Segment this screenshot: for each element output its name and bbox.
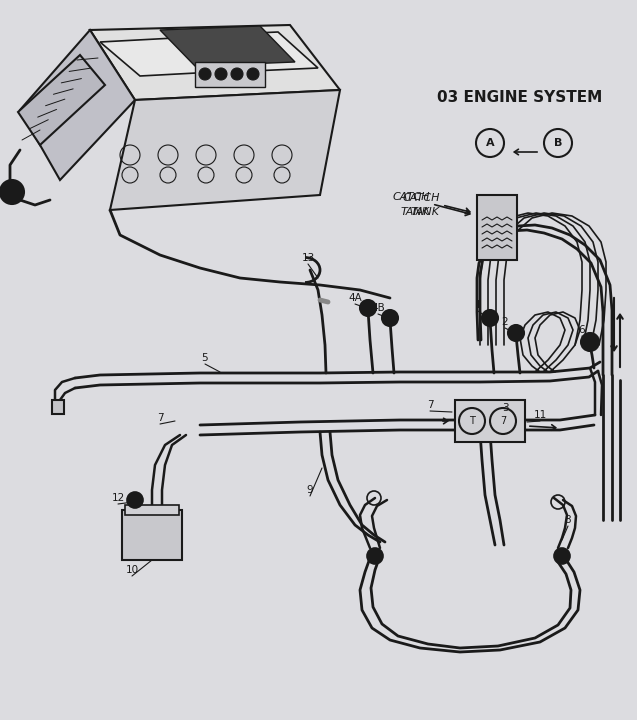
Circle shape xyxy=(367,548,383,564)
Text: 4B: 4B xyxy=(371,303,385,313)
Circle shape xyxy=(199,68,211,80)
Text: CATCH: CATCH xyxy=(403,193,440,203)
Text: 7: 7 xyxy=(157,413,163,423)
Polygon shape xyxy=(160,26,295,66)
Bar xyxy=(455,400,525,442)
Text: TANK: TANK xyxy=(401,207,430,217)
Text: 13: 13 xyxy=(301,253,315,263)
Circle shape xyxy=(0,180,24,204)
Text: CATCH: CATCH xyxy=(392,192,430,202)
Circle shape xyxy=(215,68,227,80)
Bar xyxy=(477,195,517,260)
Text: B: B xyxy=(554,138,562,148)
Polygon shape xyxy=(110,90,340,210)
Circle shape xyxy=(482,310,498,326)
Circle shape xyxy=(127,492,143,508)
Text: A: A xyxy=(485,138,494,148)
Text: 12: 12 xyxy=(111,493,125,503)
Circle shape xyxy=(231,68,243,80)
Text: T: T xyxy=(469,416,475,426)
Circle shape xyxy=(382,310,398,326)
Text: 6: 6 xyxy=(578,325,585,335)
Text: 7: 7 xyxy=(500,416,506,426)
Circle shape xyxy=(247,68,259,80)
Circle shape xyxy=(508,325,524,341)
Text: 7: 7 xyxy=(427,400,433,410)
Text: 3: 3 xyxy=(502,403,508,413)
Bar xyxy=(122,510,182,560)
Text: 11: 11 xyxy=(533,410,547,420)
Circle shape xyxy=(554,548,570,564)
Text: 4A: 4A xyxy=(348,293,362,303)
Polygon shape xyxy=(190,32,318,72)
Bar xyxy=(125,505,179,515)
Text: TANK: TANK xyxy=(411,207,440,217)
Bar xyxy=(52,400,64,414)
Text: 2: 2 xyxy=(502,317,508,327)
Text: 1: 1 xyxy=(475,300,482,310)
Text: 9: 9 xyxy=(306,485,313,495)
Text: 10: 10 xyxy=(125,565,139,575)
Circle shape xyxy=(360,300,376,316)
Polygon shape xyxy=(18,55,105,145)
Text: 5: 5 xyxy=(202,353,208,363)
Bar xyxy=(195,62,265,87)
Polygon shape xyxy=(100,38,215,76)
Text: 03 ENGINE SYSTEM: 03 ENGINE SYSTEM xyxy=(438,89,603,104)
Circle shape xyxy=(581,333,599,351)
Polygon shape xyxy=(20,30,135,180)
Text: 8: 8 xyxy=(564,515,571,525)
Polygon shape xyxy=(90,25,340,100)
